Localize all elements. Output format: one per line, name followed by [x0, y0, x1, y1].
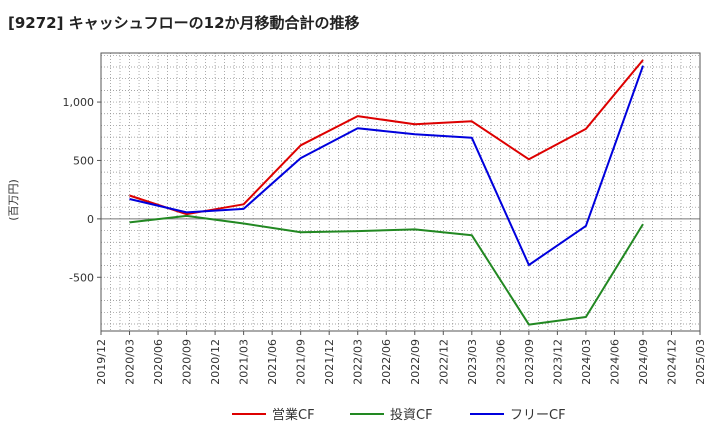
- axes: -500 0 500 1,000 2019/12 2020/03 2020/06 2020/0…: [63, 52, 707, 385]
- x-tick-label: 2020/06: [152, 339, 165, 385]
- x-tick-label: 2021/03: [238, 339, 251, 385]
- y-axis-label: (百万円): [7, 179, 20, 221]
- x-tick-label: 2023/12: [551, 339, 564, 385]
- x-tick-label: 2022/12: [437, 339, 450, 385]
- x-tick-label: 2023/09: [523, 339, 536, 385]
- x-tick-label: 2022/09: [409, 339, 422, 385]
- legend-label-2: 投資CF: [390, 407, 433, 423]
- x-tick-label: 2024/09: [637, 339, 650, 385]
- x-tick-label: 2021/06: [266, 339, 279, 385]
- x-tick-label: 2023/03: [466, 339, 479, 385]
- plot-area: [101, 53, 700, 331]
- x-tick-label: 2023/06: [494, 339, 507, 385]
- x-tick-label: 2020/09: [181, 339, 194, 385]
- x-tick-label: 2021/09: [295, 339, 308, 385]
- x-tick-label: 2024/06: [608, 339, 621, 385]
- grid-lines: [100, 53, 701, 331]
- series-line-1: [129, 59, 644, 216]
- legend: 営業CF 投資CF フリーCF: [232, 407, 566, 423]
- legend-label-1: 営業CF: [272, 407, 315, 423]
- y-tick-label: 0: [87, 213, 94, 226]
- x-tick-label: 2021/12: [323, 339, 336, 385]
- x-tick-label: 2020/12: [209, 339, 222, 385]
- series-line-3: [129, 65, 644, 266]
- series-line-2: [129, 214, 644, 326]
- legend-label-3: フリーCF: [510, 408, 566, 423]
- x-tick-label: 2020/03: [124, 339, 137, 385]
- y-tick-label: 500: [73, 154, 94, 167]
- x-tick-label: 2022/03: [352, 339, 365, 385]
- series-lines: [129, 59, 644, 326]
- x-tick-label: 2024/03: [580, 339, 593, 385]
- y-tick-label: -500: [69, 271, 94, 284]
- y-tick-label: 1,000: [63, 96, 95, 109]
- x-tick-label: 2024/12: [665, 339, 678, 385]
- x-tick-label: 2022/06: [380, 339, 393, 385]
- plot-frame: [100, 52, 701, 332]
- chart-title: [9272] キャッシュフローの12か月移動合計の推移: [8, 14, 360, 32]
- x-tick-label: 2025/03: [694, 339, 707, 385]
- x-tick-label: 2019/12: [95, 339, 108, 385]
